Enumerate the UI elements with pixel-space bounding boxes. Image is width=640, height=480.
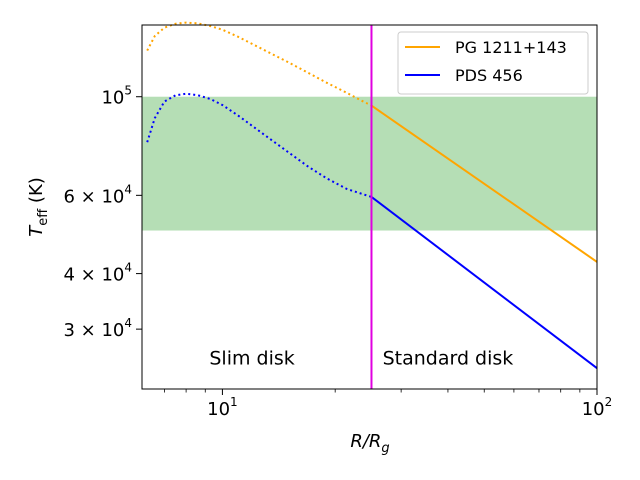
y-axis-label: Teff (K)	[26, 177, 51, 237]
x-tick-label-0: 101	[207, 395, 238, 420]
y-tick-label-0: 3 × 104	[63, 316, 132, 341]
series-0-slim-line	[146, 21, 372, 107]
plot-area: Slim disk Standard disk	[142, 21, 598, 389]
legend-box	[397, 31, 589, 95]
legend-label-pds456: PDS 456	[455, 66, 523, 85]
y-axis-ticks: 3 × 104 4 × 104 6 × 104 105	[63, 84, 142, 341]
x-tick-label-1: 102	[582, 395, 613, 420]
y-tick-label-3: 105	[101, 84, 132, 109]
series-1-slim-line	[146, 92, 372, 198]
axes-frame	[141, 24, 598, 390]
series-1-standard-line	[370, 196, 598, 369]
series-layer	[146, 21, 598, 369]
series-0-standard-line	[370, 104, 598, 263]
temperature-band	[142, 96, 597, 231]
x-axis-label: R/Rg	[350, 431, 389, 456]
x-axis-ticks: 101 102	[163, 389, 613, 420]
annotation-1: Standard disk	[383, 347, 514, 369]
y-tick-label-1: 4 × 104	[63, 261, 132, 286]
legend-label-pg1211: PG 1211+143	[455, 38, 567, 57]
annotation-layer: Slim disk Standard disk	[209, 347, 513, 369]
y-tick-label-2: 6 × 104	[63, 182, 132, 207]
annotation-0: Slim disk	[209, 347, 294, 369]
legend: PG 1211+143 PDS 456	[397, 31, 589, 95]
